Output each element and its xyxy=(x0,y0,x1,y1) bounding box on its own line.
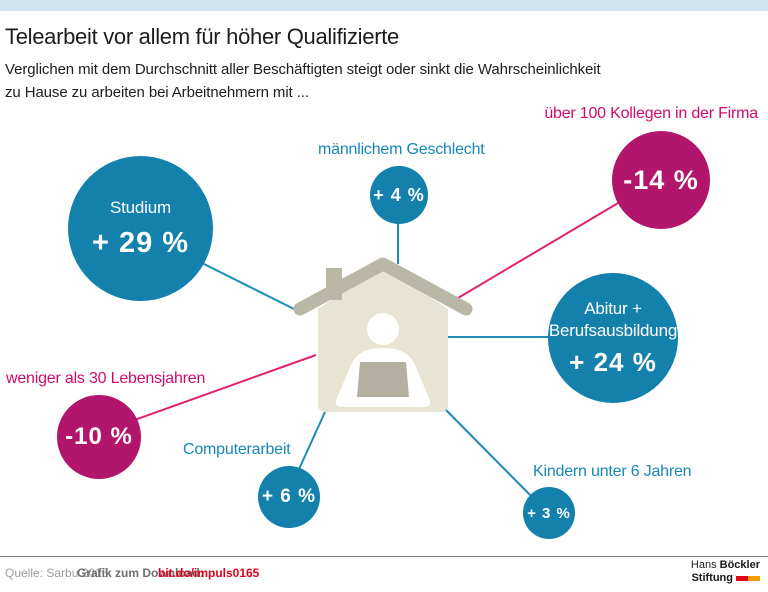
house-roof xyxy=(293,257,473,316)
subtitle-line-2: zu Hause zu arbeiten bei Arbeitnehmern m… xyxy=(5,84,309,101)
house-chimney xyxy=(326,268,342,300)
source-text: Quelle: Sarbu 2015 xyxy=(5,566,109,580)
label-maennlichem-geschlecht: männlichem Geschlecht xyxy=(318,141,485,158)
person-body xyxy=(335,348,431,407)
bubble-abitur-berufsausbildung: Abitur + Berufsausbildung + 24 % xyxy=(548,273,678,403)
download-label: Grafik zum Download: xyxy=(77,566,204,580)
connector-line-alter xyxy=(114,354,317,428)
person-head xyxy=(367,313,399,345)
laptop-icon xyxy=(357,362,409,397)
logo-line-2: Stiftung xyxy=(691,572,760,585)
bubble-abitur-label-2: Berufsausbildung xyxy=(548,321,678,340)
house-icon xyxy=(293,257,473,412)
connector-line-studium xyxy=(199,261,299,312)
bubble-abitur-value: + 24 % xyxy=(569,347,657,377)
page-subtitle: Verglichen mit dem Durchschnitt aller Be… xyxy=(5,58,601,104)
logo-orange-block-icon xyxy=(748,576,760,581)
bubble-alter-value: -10 % xyxy=(65,423,133,450)
footer-divider xyxy=(0,556,768,557)
label-kindern-unter-6: Kindern unter 6 Jahren xyxy=(533,463,692,480)
label-ueber-100-kollegen: über 100 Kollegen in der Firma xyxy=(544,105,758,122)
page-title: Telearbeit vor allem für höher Qualifizi… xyxy=(5,24,399,49)
label-weniger-als-30: weniger als 30 Lebensjahren xyxy=(6,370,206,387)
download-link[interactable]: bit.do/impuls0165 xyxy=(158,566,260,580)
top-accent-bar xyxy=(0,0,768,11)
logo-hans: Hans xyxy=(690,559,717,571)
bubble-weniger-als-30: -10 % xyxy=(57,395,141,479)
house-body xyxy=(318,266,448,412)
bubble-kinder-value: + 3 % xyxy=(527,504,571,522)
connector-line-kinder xyxy=(445,409,541,506)
label-computerarbeit: Computerarbeit xyxy=(183,441,291,458)
bubble-computerarbeit: + 6 % xyxy=(258,466,320,528)
logo-boeckler: Böckler xyxy=(719,559,760,571)
desk-strip xyxy=(347,397,419,405)
bubble-computer-value: + 6 % xyxy=(261,486,317,507)
logo-red-block-icon xyxy=(736,576,748,581)
bubble-studium-value: + 29 % xyxy=(91,227,190,259)
bubble-studium: Studium + 29 % xyxy=(68,156,213,301)
hans-boeckler-stiftung-logo: Hans Böckler Stiftung xyxy=(691,559,760,585)
subtitle-line-1: Verglichen mit dem Durchschnitt aller Be… xyxy=(5,61,601,78)
bubble-studium-label: Studium xyxy=(110,198,171,217)
bubble-kindern-unter-6: + 3 % xyxy=(523,487,575,539)
bubble-maennlich-value: + 4 % xyxy=(373,184,425,205)
bubble-ueber-100-kollegen: -14 % xyxy=(612,131,710,229)
bubble-abitur-label-1: Abitur + xyxy=(584,299,642,318)
logo-stiftung: Stiftung xyxy=(691,572,733,584)
bubble-maennlichem-geschlecht: + 4 % xyxy=(370,166,428,224)
bubble-kollegen-value: -14 % xyxy=(623,164,699,195)
logo-line-1: Hans Böckler xyxy=(691,559,760,572)
